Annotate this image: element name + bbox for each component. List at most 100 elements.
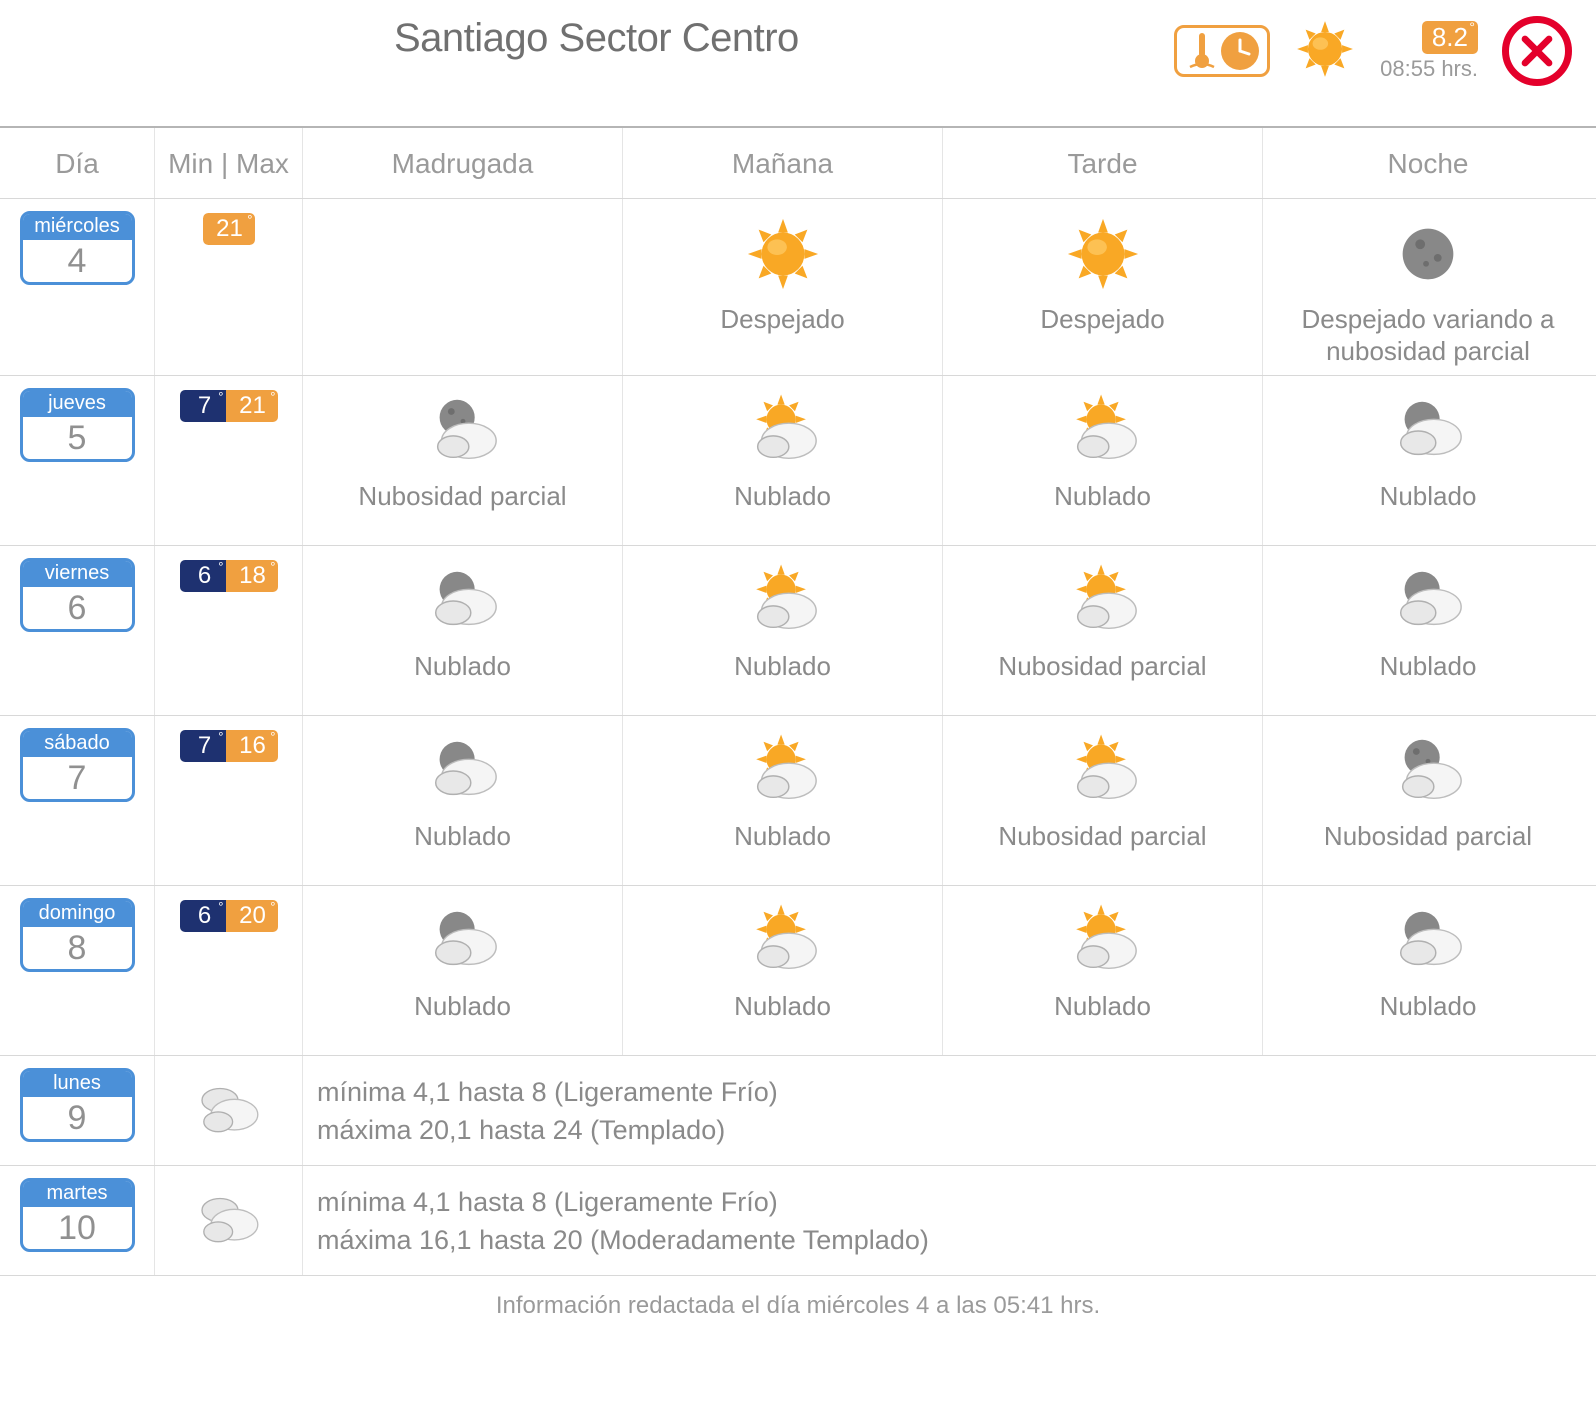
- weather-label: Nublado: [1269, 480, 1587, 512]
- weather-icon: [629, 560, 936, 642]
- weather-icon: [629, 213, 936, 295]
- period-cell-empty: [303, 199, 623, 375]
- weather-icon: [949, 213, 1256, 295]
- day-badge[interactable]: miércoles 4: [20, 211, 135, 285]
- min-temp: 7°: [180, 730, 226, 762]
- daynum-label: 7: [23, 757, 132, 799]
- weather-label: Despejado variando a nubosidad parcial: [1269, 303, 1587, 367]
- weekday-label: sábado: [23, 731, 132, 757]
- weather-label: Nublado: [949, 990, 1256, 1022]
- daynum-label: 9: [23, 1097, 132, 1139]
- weather-label: Despejado: [949, 303, 1256, 335]
- weather-label: Nubosidad parcial: [1269, 820, 1587, 852]
- weather-icon: [629, 730, 936, 812]
- extended-row: martes 10 mínima 4,1 hasta 8 (Ligerament…: [0, 1166, 1596, 1276]
- weather-icon: [949, 560, 1256, 642]
- daynum-label: 6: [23, 587, 132, 629]
- daynum-label: 5: [23, 417, 132, 459]
- temperature-widget[interactable]: [1174, 25, 1270, 77]
- weather-icon: [629, 390, 936, 472]
- max-temp: 16°: [226, 730, 278, 762]
- table-header-row: Día Min | Max Madrugada Mañana Tarde Noc…: [0, 128, 1596, 199]
- period-cell: Nublado: [943, 886, 1263, 1055]
- weather-icon: [1269, 900, 1587, 982]
- ext-text-cell: mínima 4,1 hasta 8 (Ligeramente Frío) má…: [303, 1166, 1596, 1275]
- weather-label: Nublado: [629, 990, 936, 1022]
- weather-icon: [309, 560, 616, 642]
- period-cell: Nubosidad parcial: [1263, 716, 1593, 885]
- day-badge[interactable]: jueves 5: [20, 388, 135, 462]
- weather-icon: [1269, 560, 1587, 642]
- day-badge[interactable]: martes 10: [20, 1178, 135, 1252]
- forecast-row: viernes 6 6° 18° Nublado Nublado Nubosid…: [0, 546, 1596, 716]
- weather-label: Nubosidad parcial: [949, 650, 1256, 682]
- period-cell: Nublado: [623, 886, 943, 1055]
- weather-icon: [309, 730, 616, 812]
- weather-icon: [309, 900, 616, 982]
- col-header-minmax: Min | Max: [155, 128, 303, 198]
- period-cell: Nublado: [303, 546, 623, 715]
- period-cell: Nublado: [943, 376, 1263, 545]
- period-cell: Nubosidad parcial: [943, 716, 1263, 885]
- weather-label: Nublado: [309, 990, 616, 1022]
- weather-label: Nublado: [629, 650, 936, 682]
- ext-max-line: máxima 20,1 hasta 24 (Templado): [317, 1111, 1590, 1149]
- col-header-day: Día: [0, 128, 155, 198]
- header-bar: Santiago Sector Centro 8.2° 08:55 hrs.: [0, 0, 1596, 126]
- ext-max-line: máxima 16,1 hasta 20 (Moderadamente Temp…: [317, 1221, 1590, 1259]
- weekday-label: domingo: [23, 901, 132, 927]
- current-sun-icon: [1294, 18, 1356, 85]
- col-header-dawn: Madrugada: [303, 128, 623, 198]
- thermometer-icon: [1187, 31, 1217, 71]
- minmax-cell: 21°: [155, 199, 303, 375]
- weekday-label: miércoles: [23, 214, 132, 240]
- col-header-night: Noche: [1263, 128, 1593, 198]
- period-cell: Nublado: [1263, 376, 1593, 545]
- minmax-cell: 7° 21°: [155, 376, 303, 545]
- max-temp: 18°: [226, 560, 278, 592]
- weather-label: Nubosidad parcial: [949, 820, 1256, 852]
- weather-label: Despejado: [629, 303, 936, 335]
- period-cell: Despejado: [623, 199, 943, 375]
- day-badge[interactable]: domingo 8: [20, 898, 135, 972]
- forecast-row: sábado 7 7° 16° Nublado Nublado Nubosida…: [0, 716, 1596, 886]
- minmax-cell: 6° 18°: [155, 546, 303, 715]
- forecast-table: Día Min | Max Madrugada Mañana Tarde Noc…: [0, 126, 1596, 1276]
- ext-min-line: mínima 4,1 hasta 8 (Ligeramente Frío): [317, 1183, 1590, 1221]
- min-temp: 6°: [180, 900, 226, 932]
- current-temp-badge: 8.2°: [1422, 21, 1478, 54]
- minmax-cell: 6° 20°: [155, 886, 303, 1055]
- weekday-label: lunes: [23, 1071, 132, 1097]
- forecast-row: jueves 5 7° 21° Nubosidad parcial Nublad…: [0, 376, 1596, 546]
- day-badge[interactable]: lunes 9: [20, 1068, 135, 1142]
- weekday-label: martes: [23, 1181, 132, 1207]
- max-temp: 21°: [203, 213, 255, 245]
- min-temp: 6°: [180, 560, 226, 592]
- forecast-row: miércoles 4 21° Despejado Despejado Desp…: [0, 199, 1596, 376]
- period-cell: Nublado: [623, 716, 943, 885]
- period-cell: Nublado: [303, 886, 623, 1055]
- daynum-label: 8: [23, 927, 132, 969]
- clock-icon: [1221, 32, 1259, 70]
- weather-icon: [949, 390, 1256, 472]
- close-button[interactable]: [1502, 16, 1572, 86]
- ext-icon-cell: [155, 1166, 303, 1275]
- weather-icon: [309, 390, 616, 472]
- weather-icon: [629, 900, 936, 982]
- day-badge[interactable]: viernes 6: [20, 558, 135, 632]
- period-cell: Nublado: [623, 376, 943, 545]
- extended-row: lunes 9 mínima 4,1 hasta 8 (Ligeramente …: [0, 1056, 1596, 1166]
- weekday-label: viernes: [23, 561, 132, 587]
- daynum-label: 10: [23, 1207, 132, 1249]
- weather-label: Nublado: [1269, 650, 1587, 682]
- period-cell: Nublado: [303, 716, 623, 885]
- daynum-label: 4: [23, 240, 132, 282]
- day-badge[interactable]: sábado 7: [20, 728, 135, 802]
- weather-label: Nublado: [629, 820, 936, 852]
- weather-icon: [1269, 730, 1587, 812]
- ext-min-line: mínima 4,1 hasta 8 (Ligeramente Frío): [317, 1073, 1590, 1111]
- ext-text-cell: mínima 4,1 hasta 8 (Ligeramente Frío) má…: [303, 1056, 1596, 1165]
- weather-label: Nublado: [629, 480, 936, 512]
- current-time-label: 08:55 hrs.: [1380, 56, 1478, 82]
- weekday-label: jueves: [23, 391, 132, 417]
